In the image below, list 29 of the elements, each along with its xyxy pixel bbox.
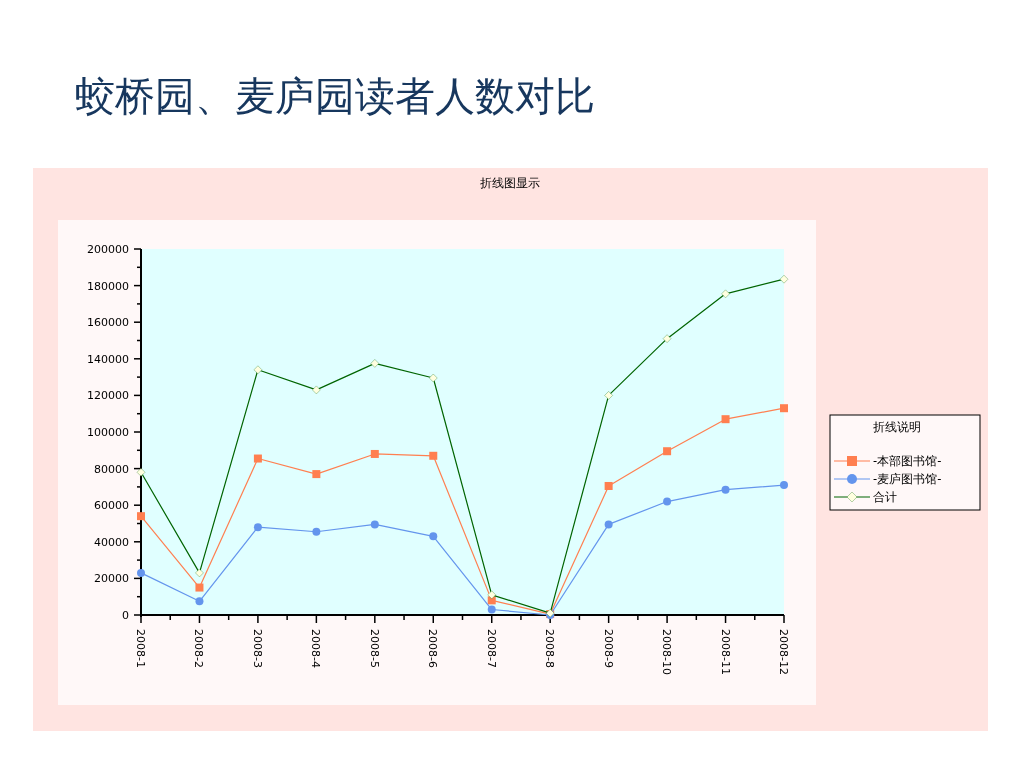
x-tick-label: 2008-7 <box>484 629 498 668</box>
legend-title: 折线说明 <box>873 420 921 434</box>
y-tick-label: 180000 <box>87 279 129 293</box>
y-tick-label: 20000 <box>94 572 129 586</box>
legend-label: 合计 <box>873 490 897 504</box>
x-tick-label: 2008-1 <box>134 629 147 668</box>
x-tick-label: 2008-11 <box>718 629 732 675</box>
y-tick-label: 100000 <box>87 426 129 439</box>
y-tick-label: 200000 <box>87 243 129 256</box>
x-tick-label: 2008-2 <box>192 629 206 668</box>
y-tick-label: 160000 <box>87 316 129 330</box>
y-tick-label: 140000 <box>87 352 129 366</box>
y-tick-label: 120000 <box>87 389 129 403</box>
y-tick-label: 40000 <box>94 535 129 549</box>
y-tick-label: 80000 <box>94 462 129 476</box>
legend-label: -本部图书馆- <box>873 454 942 468</box>
y-tick-label: 0 <box>122 609 129 622</box>
y-tick-label: 60000 <box>94 499 129 513</box>
x-tick-label: 2008-6 <box>426 629 440 668</box>
x-tick-label: 2008-10 <box>660 629 674 675</box>
legend-label: -麦庐图书馆- <box>873 472 942 486</box>
chart-title: 蛟桥园、麦庐园读者人数对比 <box>75 73 595 119</box>
x-tick-label: 2008-4 <box>309 629 323 668</box>
x-tick-label: 2008-12 <box>777 629 790 675</box>
x-tick-label: 2008-9 <box>601 629 615 668</box>
x-tick-label: 2008-8 <box>543 629 557 668</box>
x-tick-label: 2008-3 <box>250 629 264 668</box>
x-tick-label: 2008-5 <box>367 629 381 668</box>
chart-subtitle: 折线图显示 <box>480 176 540 190</box>
